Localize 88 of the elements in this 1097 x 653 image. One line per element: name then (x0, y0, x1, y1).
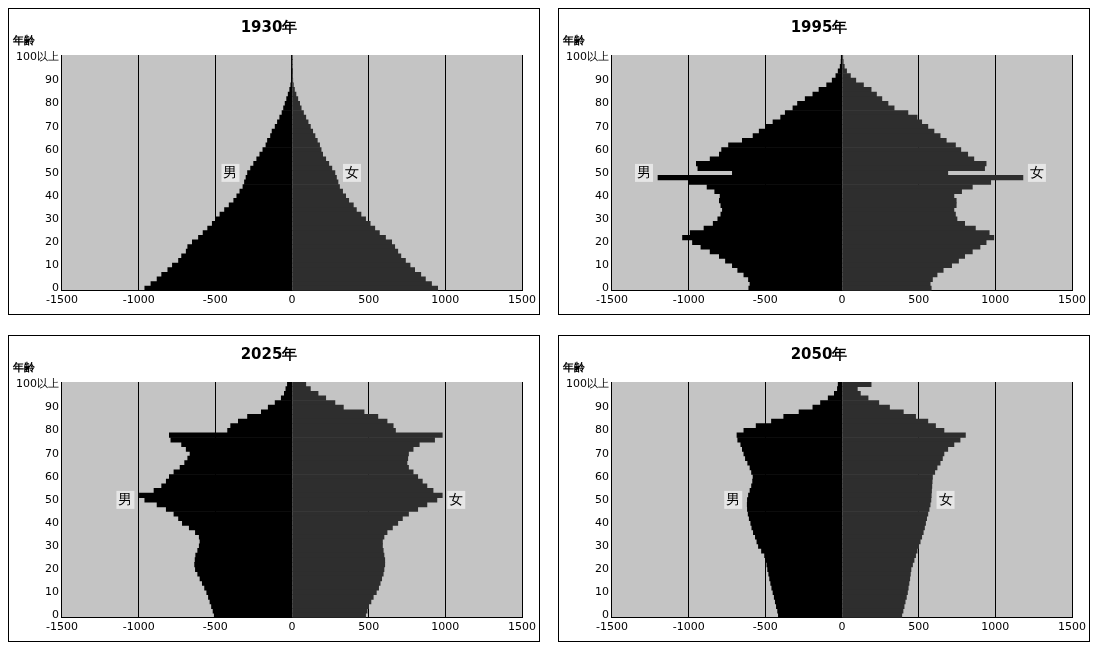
x-tick-label: -500 (752, 620, 778, 634)
x-tick-label: 0 (288, 620, 296, 634)
y-tick-label: 60 (595, 469, 609, 483)
chart-title: 1995年 (790, 17, 848, 36)
y-tick-label: 100以上 (566, 50, 609, 64)
y-tick-label: 40 (595, 188, 609, 202)
series-label: 女 (449, 490, 464, 507)
x-tick-label: 1500 (1058, 620, 1086, 634)
series-label: 男 (118, 490, 133, 507)
x-tick-label: 1500 (508, 620, 536, 634)
y-tick-label: 70 (595, 446, 609, 460)
x-tick-label: 1000 (431, 293, 460, 307)
x-tick-label: 500 (908, 620, 930, 634)
x-tick-label: 0 (838, 620, 846, 634)
y-tick-label: 30 (595, 538, 609, 552)
y-tick-label: 60 (595, 142, 609, 156)
y-tick-label: 10 (595, 258, 609, 272)
chart-title: 1930年 (240, 17, 298, 36)
y-tick-label: 20 (595, 562, 609, 576)
y-tick-label: 100以上 (566, 377, 609, 391)
series-label: 男 (726, 490, 741, 507)
x-tick-label: -500 (752, 293, 778, 307)
y-tick-label: 0 (602, 608, 609, 622)
x-tick-label: 1000 (431, 620, 460, 634)
x-tick-label: -1500 (46, 620, 78, 634)
y-tick-label: 70 (45, 119, 59, 133)
x-tick-label: 500 (358, 293, 380, 307)
y-tick-label: 70 (45, 446, 59, 460)
x-tick-label: -1500 (596, 620, 628, 634)
x-tick-label: -500 (202, 293, 228, 307)
x-tick-label: 500 (908, 293, 930, 307)
x-tick-label: 1500 (1058, 293, 1086, 307)
y-tick-label: 10 (595, 585, 609, 599)
x-tick-label: -1000 (122, 293, 155, 307)
y-axis-title: 年齢 (562, 361, 586, 375)
y-tick-label: 100以上 (16, 377, 59, 391)
y-tick-label: 100以上 (16, 50, 59, 64)
x-tick-label: 1000 (981, 620, 1010, 634)
y-axis-title: 年齢 (12, 361, 36, 375)
series-label: 女 (1029, 163, 1044, 180)
y-tick-label: 40 (45, 515, 59, 529)
x-tick-label: -1000 (672, 620, 705, 634)
x-tick-label: -1000 (672, 293, 705, 307)
y-tick-label: 90 (45, 400, 59, 414)
y-tick-label: 50 (45, 492, 59, 506)
x-tick-label: 1500 (508, 293, 536, 307)
y-tick-label: 60 (45, 142, 59, 156)
y-tick-label: 90 (595, 400, 609, 414)
y-tick-label: 40 (595, 515, 609, 529)
y-tick-label: 80 (595, 96, 609, 110)
y-axis-title: 年齢 (12, 34, 36, 48)
y-tick-label: 50 (45, 165, 59, 179)
y-tick-label: 30 (45, 538, 59, 552)
y-tick-label: 40 (45, 188, 59, 202)
y-tick-label: 20 (595, 235, 609, 249)
x-tick-label: 500 (358, 620, 380, 634)
y-tick-label: 90 (45, 73, 59, 87)
x-tick-label: -500 (202, 620, 228, 634)
y-tick-label: 60 (45, 469, 59, 483)
y-tick-label: 50 (595, 492, 609, 506)
series-label: 女 (345, 163, 359, 180)
chart-title: 2025年 (240, 344, 298, 363)
series-label: 男 (637, 163, 651, 180)
y-tick-label: 70 (595, 119, 609, 133)
y-tick-label: 10 (45, 585, 59, 599)
y-tick-label: 0 (52, 608, 59, 622)
x-tick-label: -1500 (46, 293, 78, 307)
x-tick-label: -1000 (122, 620, 155, 634)
chart-title: 2050年 (790, 344, 848, 363)
x-tick-label: -1500 (596, 293, 628, 307)
series-label: 男 (223, 163, 238, 180)
y-axis-title: 年齢 (562, 34, 586, 48)
y-tick-label: 80 (595, 423, 609, 437)
y-tick-label: 30 (595, 211, 609, 225)
y-tick-label: 10 (45, 258, 59, 272)
x-tick-label: 0 (288, 293, 296, 307)
y-tick-label: 80 (45, 96, 59, 110)
series-label: 女 (938, 490, 953, 507)
y-tick-label: 80 (45, 423, 59, 437)
y-tick-label: 20 (45, 562, 59, 576)
y-tick-label: 90 (595, 73, 609, 87)
x-tick-label: 0 (838, 293, 846, 307)
y-tick-label: 0 (52, 281, 59, 295)
x-tick-label: 1000 (981, 293, 1010, 307)
y-tick-label: 50 (595, 165, 609, 179)
y-tick-label: 0 (602, 281, 609, 295)
y-tick-label: 30 (45, 211, 59, 225)
y-tick-label: 20 (45, 235, 59, 249)
